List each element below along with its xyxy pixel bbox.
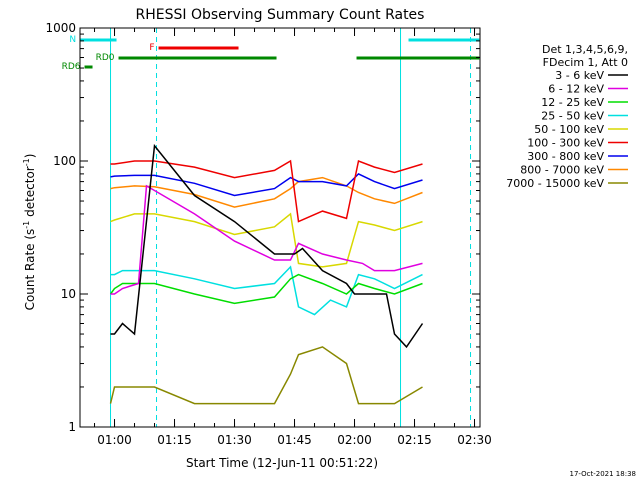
x-tick-label-5: 02:15 [397,433,432,447]
y-tick-label-1: 10 [61,287,76,301]
flag-label-2: RD0 [96,53,115,63]
series-line-6 [110,172,423,197]
x-tick-label-6: 02:30 [457,433,492,447]
x-tick-label-4: 02:00 [337,433,372,447]
plot-frame [79,27,481,428]
series-line-5 [110,159,423,223]
legend-label-7: 800 - 7000 keV [520,164,604,177]
x-tick-label-2: 01:30 [217,433,252,447]
legend-label-2: 12 - 25 keV [541,96,604,109]
series-line-3 [110,265,423,316]
flag-label-1: F [149,43,154,53]
series-line-0 [110,143,424,349]
chart-title: RHESSI Observing Summary Count Rates [136,7,425,23]
series-line-2 [109,273,423,305]
legend-label-6: 300 - 800 keV [527,150,604,163]
y-tick-label-0: 1 [68,420,76,434]
legend-label-4: 50 - 100 keV [534,123,604,136]
legend-label-0: 3 - 6 keV [555,69,604,82]
footer-timestamp: 17-Oct-2021 18:38 [570,470,636,478]
legend-label-5: 100 - 300 keV [527,137,604,150]
x-tick-label-3: 01:45 [277,433,312,447]
legend-label-1: 6 - 12 keV [548,83,604,96]
x-tick-label-1: 01:15 [157,433,192,447]
y-tick-label-3: 1000 [45,21,76,35]
series-line-7 [110,176,423,208]
flag-label-0: N [69,35,76,45]
legend-label-3: 25 - 50 keV [541,110,604,123]
x-tick-label-0: 01:00 [97,433,132,447]
series-line-4 [110,212,423,268]
flag-label-3: RD6 [62,62,81,72]
series-line-8 [109,346,423,405]
legend-header-1: Det 1,3,4,5,6,9, [542,43,628,56]
x-axis-label: Start Time (12-Jun-11 00:51:22) [186,456,378,470]
y-axis-label: Count Rate (s-1 detector-1) [22,154,37,311]
series-line-1 [110,184,423,295]
legend-header-2: FDecim 1, Att 0 [543,56,628,69]
y-tick-label-2: 100 [53,154,76,168]
legend-label-8: 7000 - 15000 keV [506,177,604,190]
